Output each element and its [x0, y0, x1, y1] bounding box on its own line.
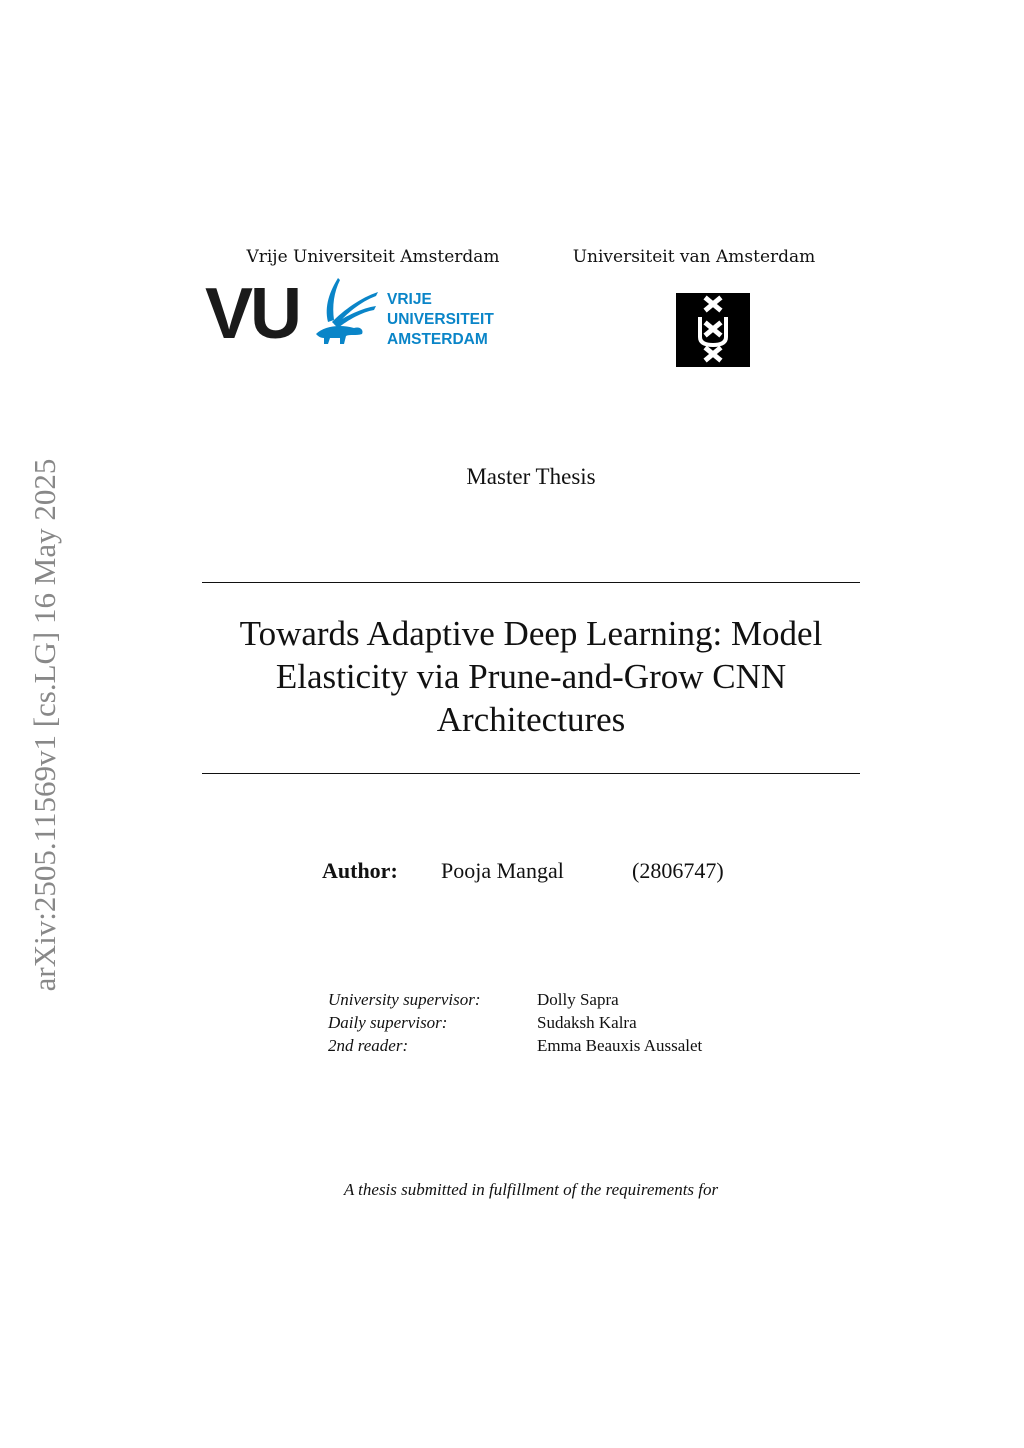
title-line: Towards Adaptive Deep Learning: Model — [239, 614, 823, 653]
student-id: (2806747) — [632, 858, 724, 883]
vu-logo-letters: VU — [205, 274, 302, 354]
supervisor-role: 2nd reader: — [328, 1036, 409, 1055]
author-label: Author: — [322, 858, 398, 883]
supervisor-role: University supervisor: — [328, 990, 481, 1009]
document-type: Master Thesis — [466, 464, 596, 489]
supervisor-name: Emma Beauxis Aussalet — [537, 1036, 703, 1055]
supervisor-names: Dolly Sapra Sudaksh Kalra Emma Beauxis A… — [537, 988, 702, 1057]
thesis-title: Towards Adaptive Deep Learning: Model El… — [0, 612, 1024, 741]
vu-wordmark-line: UNIVERSITEIT — [387, 311, 494, 328]
vu-logo-wordmark: VRIJE UNIVERSITEIT AMSTERDAM — [387, 290, 494, 350]
vu-wordmark-line: VRIJE — [387, 291, 432, 308]
uva-logo — [676, 293, 750, 367]
title-rule-top — [202, 582, 860, 583]
uva-crosses-icon — [698, 295, 728, 363]
author-name: Pooja Mangal — [441, 858, 564, 883]
supervisor-role: Daily supervisor: — [328, 1013, 448, 1032]
uva-label: Universiteit van Amsterdam — [572, 247, 816, 267]
title-line: Elasticity via Prune-and-Grow CNN — [275, 657, 787, 696]
supervisor-name: Dolly Sapra — [537, 990, 619, 1009]
supervisor-roles: University supervisor: Daily supervisor:… — [328, 988, 481, 1057]
vu-label: Vrije Universiteit Amsterdam — [246, 247, 500, 267]
vu-wordmark-line: AMSTERDAM — [387, 331, 488, 348]
supervisor-name: Sudaksh Kalra — [537, 1013, 637, 1032]
title-line: Architectures — [436, 700, 626, 739]
griffin-icon — [316, 278, 378, 344]
submission-note: A thesis submitted in fulfillment of the… — [343, 1180, 719, 1199]
title-rule-bottom — [202, 773, 860, 774]
